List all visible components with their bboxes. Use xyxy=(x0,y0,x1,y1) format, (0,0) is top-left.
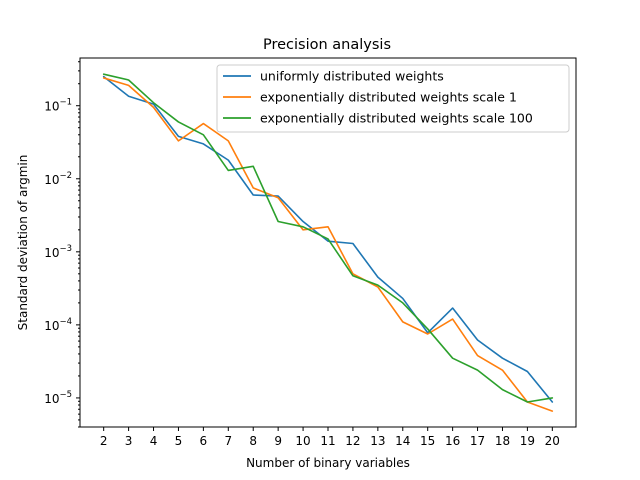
chart-title: Precision analysis xyxy=(263,37,391,53)
x-tick-label: 3 xyxy=(125,434,133,448)
x-tick-label: 4 xyxy=(150,434,158,448)
legend-label-1: uniformly distributed weights xyxy=(260,69,444,84)
y-tick-label: 10−1 xyxy=(44,98,72,114)
x-tick-label: 11 xyxy=(320,434,335,448)
x-tick-label: 6 xyxy=(200,434,208,448)
x-tick-label: 20 xyxy=(545,434,560,448)
x-tick-label: 12 xyxy=(345,434,360,448)
y-tick-label: 10−5 xyxy=(44,390,72,406)
series-line-1 xyxy=(102,75,554,403)
y-axis-label: Standard deviation of argmin xyxy=(16,155,30,331)
x-tick-label: 5 xyxy=(175,434,183,448)
x-tick-label: 2 xyxy=(100,434,108,448)
x-tick-label: 17 xyxy=(470,434,485,448)
series-line-3 xyxy=(102,73,554,403)
x-tick-label: 7 xyxy=(224,434,232,448)
y-tick-label: 10−3 xyxy=(44,244,72,260)
legend-label-2: exponentially distributed weights scale … xyxy=(260,90,517,105)
x-tick-label: 10 xyxy=(295,434,310,448)
x-tick-label: 8 xyxy=(249,434,257,448)
x-tick-label: 19 xyxy=(520,434,535,448)
x-tick-label: 18 xyxy=(495,434,510,448)
legend-frame xyxy=(216,64,570,133)
y-axis: 10−1 10−2 10−3 10−4 10−5 xyxy=(44,61,80,428)
legend: uniformly distributed weights exponential… xyxy=(216,64,570,133)
x-axis-label: Number of binary variables xyxy=(246,456,410,470)
x-axis: 2 3 4 5 6 7 8 9 10 11 12 13 14 15 16 17 18 19 20 xyxy=(100,427,560,448)
x-tick-label: 16 xyxy=(445,434,460,448)
x-tick-label: 13 xyxy=(370,434,385,448)
y-tick-label: 10−2 xyxy=(44,171,72,187)
legend-label-3: exponentially distributed weights scale … xyxy=(260,111,533,126)
x-tick-label: 9 xyxy=(274,434,282,448)
plot-lines xyxy=(102,73,554,412)
series-line-2 xyxy=(102,77,554,412)
x-tick-label: 15 xyxy=(420,434,435,448)
y-tick-label: 10−4 xyxy=(44,317,72,333)
x-tick-label: 14 xyxy=(395,434,410,448)
